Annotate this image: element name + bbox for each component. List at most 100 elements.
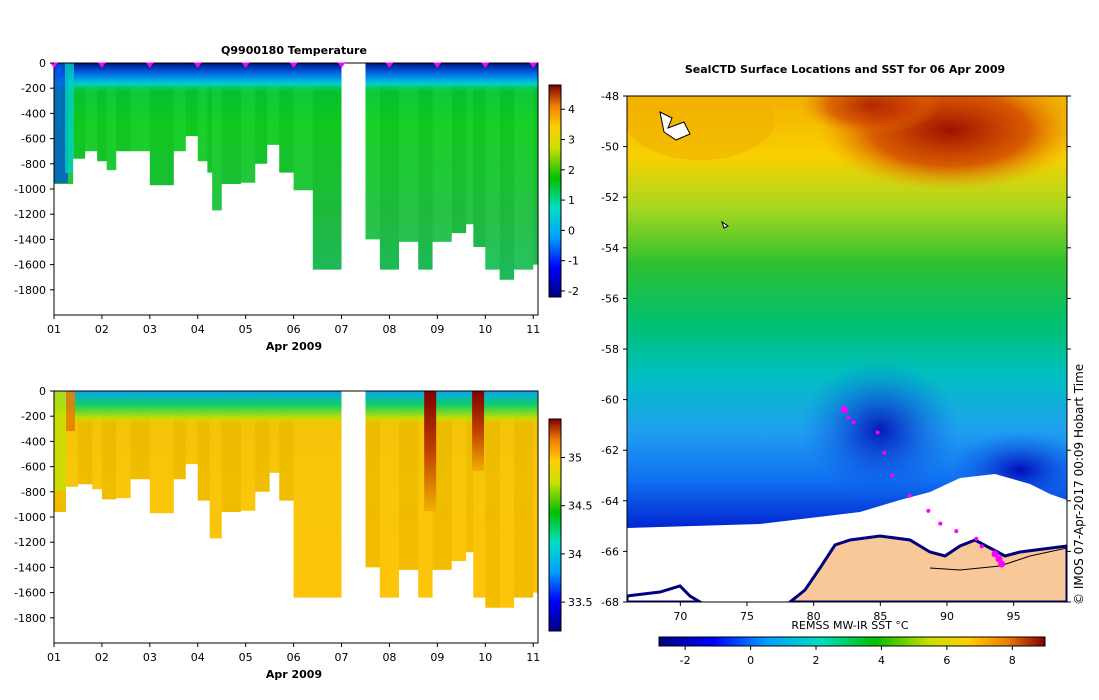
x-tick-label: 01 bbox=[47, 651, 61, 664]
seal-track bbox=[840, 406, 1006, 568]
profile-column bbox=[485, 391, 499, 643]
x-tick-label: 09 bbox=[430, 323, 444, 336]
profile-markers bbox=[50, 62, 538, 68]
heard-island bbox=[721, 220, 729, 229]
seal-location bbox=[907, 493, 912, 498]
y-tick-label: -1400 bbox=[14, 233, 46, 246]
x-tick-label: 11 bbox=[526, 651, 540, 664]
y-tick-label: -1600 bbox=[14, 259, 46, 272]
y-tick-label: -1800 bbox=[14, 612, 46, 625]
profile-marker bbox=[529, 62, 538, 68]
profile-marker bbox=[97, 62, 106, 68]
lat-tick-label: -64 bbox=[601, 495, 619, 508]
profile-marker bbox=[481, 62, 490, 68]
seal-location bbox=[974, 536, 979, 541]
x-tick-label: 02 bbox=[95, 651, 109, 664]
y-tick-label: -600 bbox=[21, 461, 46, 474]
colorbar-tick-label: 4 bbox=[568, 103, 575, 116]
temperature-x-axis: 01 02 03 04 05 06 07 08 09 10 11 bbox=[47, 315, 540, 336]
seal-location bbox=[926, 508, 931, 513]
lon-tick-label: 80 bbox=[807, 610, 821, 623]
sst-colorbar-ticks: -2 0 2 4 6 8 bbox=[680, 646, 1016, 667]
x-tick-label: 09 bbox=[430, 651, 444, 664]
y-tick-label: -800 bbox=[21, 158, 46, 171]
x-tick-label: 08 bbox=[382, 323, 396, 336]
below-profile-mask bbox=[54, 464, 538, 643]
latitude-axis: -48 -50 -52 -54 -56 -58 -60 -62 -64 -66 -68 bbox=[601, 90, 1071, 609]
salinity-early-column bbox=[54, 391, 66, 491]
x-tick-label: 10 bbox=[478, 651, 492, 664]
y-tick-label: -600 bbox=[21, 133, 46, 146]
sst-warm-patch-west bbox=[627, 96, 775, 160]
temperature-surface-layer bbox=[54, 63, 538, 93]
temperature-y-axis: 0 -200 -400 -600 -800 -1000 -1200 -1400 -1600 -18… bbox=[14, 57, 54, 297]
lon-tick-label: 85 bbox=[873, 610, 887, 623]
sst-map-title: SealCTD Surface Locations and SST for 06… bbox=[685, 63, 1005, 76]
seal-location bbox=[846, 415, 851, 420]
salinity-y-axis: 0 -200 -400 -600 -800 -1000 -1200 -1400 -1600 -18… bbox=[14, 385, 54, 625]
temperature-title: Q9900180 Temperature bbox=[221, 44, 367, 57]
ice-edge-west bbox=[627, 584, 703, 602]
y-tick-label: -200 bbox=[21, 410, 46, 423]
y-tick-label: -1400 bbox=[14, 561, 46, 574]
sst-colorbar-tick-label: 2 bbox=[813, 654, 820, 667]
x-tick-label: 03 bbox=[143, 651, 157, 664]
sst-map-panel: SealCTD Surface Locations and SST for 06… bbox=[601, 63, 1086, 667]
profile-column bbox=[500, 391, 514, 643]
y-tick-label: 0 bbox=[39, 385, 46, 398]
sst-warm-core-west bbox=[800, 96, 940, 135]
temperature-x-label: Apr 2009 bbox=[266, 340, 322, 353]
lat-tick-label: -54 bbox=[601, 242, 619, 255]
lat-tick-label: -52 bbox=[601, 191, 619, 204]
seal-location bbox=[875, 430, 880, 435]
below-profile-mask bbox=[54, 136, 538, 315]
x-tick-label: 06 bbox=[287, 651, 301, 664]
y-tick-label: 0 bbox=[39, 57, 46, 70]
profile-marker bbox=[193, 62, 202, 68]
x-tick-label: 05 bbox=[239, 651, 253, 664]
lon-tick-label: 70 bbox=[673, 610, 687, 623]
seal-location bbox=[840, 406, 848, 414]
lat-tick-label: -56 bbox=[601, 292, 619, 305]
colorbar-tick-label: -1 bbox=[568, 255, 579, 268]
seal-location bbox=[979, 544, 984, 549]
temperature-data-gap bbox=[341, 63, 366, 315]
profile-marker bbox=[433, 62, 442, 68]
x-tick-label: 03 bbox=[143, 323, 157, 336]
lat-tick-label: -66 bbox=[601, 545, 619, 558]
y-tick-label: -1000 bbox=[14, 511, 46, 524]
x-tick-label: 07 bbox=[335, 323, 349, 336]
colorbar-tick-label: 34.5 bbox=[568, 500, 593, 513]
high-salinity-column bbox=[472, 391, 485, 471]
salinity-data-gap bbox=[341, 391, 366, 643]
colorbar-tick-label: 1 bbox=[568, 194, 575, 207]
salinity-below-data-mask bbox=[54, 464, 538, 643]
colorbar-tick-label: 2 bbox=[568, 164, 575, 177]
longitude-axis: 70 75 80 85 90 95 bbox=[673, 602, 1021, 623]
salinity-x-label: Apr 2009 bbox=[266, 668, 322, 681]
lon-tick-label: 75 bbox=[740, 610, 754, 623]
profile-marker bbox=[337, 62, 346, 68]
lon-tick-label: 90 bbox=[940, 610, 954, 623]
colorbar-tick-label: 0 bbox=[568, 224, 575, 237]
y-tick-label: -1600 bbox=[14, 587, 46, 600]
lat-tick-label: -60 bbox=[601, 394, 619, 407]
seal-location bbox=[991, 550, 999, 558]
x-tick-label: 10 bbox=[478, 323, 492, 336]
temperature-colorbar-ticks: 4 3 2 1 0 -1 -2 bbox=[561, 103, 579, 298]
seal-location bbox=[851, 420, 856, 425]
profile-marker bbox=[385, 62, 394, 68]
y-tick-label: -800 bbox=[21, 486, 46, 499]
salinity-section-panel: 0 -200 -400 -600 -800 -1000 -1200 -1400 -1600 -18… bbox=[14, 385, 592, 681]
profile-marker bbox=[145, 62, 154, 68]
sst-colorbar-tick-label: 0 bbox=[747, 654, 754, 667]
y-tick-label: -400 bbox=[21, 107, 46, 120]
x-tick-label: 04 bbox=[191, 651, 205, 664]
profile-marker bbox=[289, 62, 298, 68]
sst-field bbox=[627, 96, 1067, 602]
colorbar-tick-label: 33.5 bbox=[568, 596, 593, 609]
x-tick-label: 05 bbox=[239, 323, 253, 336]
lat-tick-label: -58 bbox=[601, 343, 619, 356]
colorbar-tick-label: -2 bbox=[568, 285, 579, 298]
colorbar-tick-label: 3 bbox=[568, 134, 575, 147]
